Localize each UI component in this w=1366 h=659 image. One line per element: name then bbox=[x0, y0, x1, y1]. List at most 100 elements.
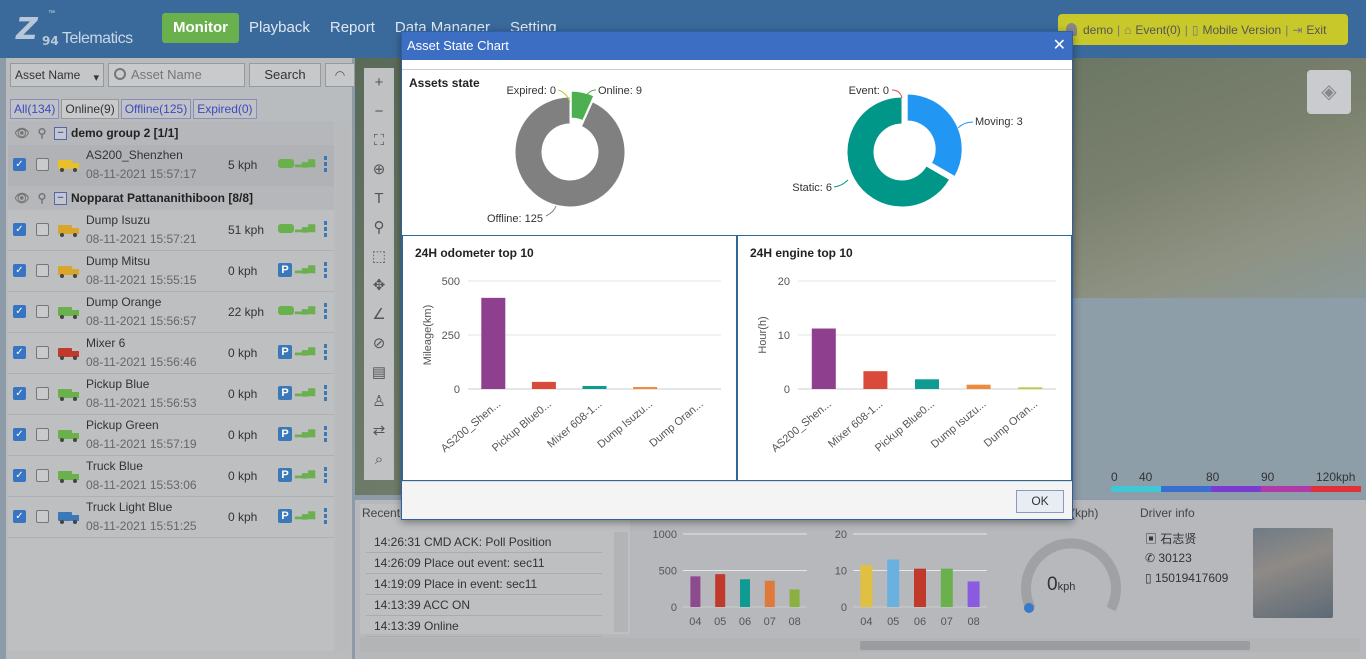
search-type-select[interactable]: Asset Name ▾ bbox=[10, 63, 104, 87]
event-link[interactable]: Event(0) bbox=[1135, 22, 1181, 37]
asset-row[interactable]: ✓ Pickup Blue 08-11-2021 15:56:53 0 kph P ▂▄▆ bbox=[8, 374, 334, 415]
pie-slice[interactable] bbox=[906, 93, 963, 178]
bar[interactable] bbox=[811, 328, 836, 389]
bar[interactable] bbox=[966, 384, 991, 389]
bar[interactable] bbox=[633, 387, 658, 389]
asset-row[interactable]: ✓ Truck Blue 08-11-2021 15:53:06 0 kph P ▂▄▆ bbox=[8, 456, 334, 497]
more-icon[interactable] bbox=[324, 344, 327, 360]
asset-secondary-checkbox[interactable] bbox=[36, 346, 49, 359]
nav-monitor[interactable]: Monitor bbox=[162, 13, 239, 43]
eye-icon[interactable]: 👁 bbox=[14, 191, 30, 205]
tab-all[interactable]: All(134) bbox=[10, 99, 60, 119]
eye-icon[interactable]: 👁 bbox=[14, 126, 30, 140]
locate-icon[interactable]: ⊕ bbox=[372, 161, 386, 178]
bar[interactable] bbox=[789, 589, 800, 607]
more-icon[interactable] bbox=[324, 385, 327, 401]
bottom-scrollbar[interactable] bbox=[360, 638, 1360, 652]
asset-checkbox[interactable]: ✓ bbox=[13, 158, 26, 171]
zoom-out-icon[interactable]: − bbox=[374, 103, 384, 120]
asset-secondary-checkbox[interactable] bbox=[36, 428, 49, 441]
more-icon[interactable] bbox=[324, 262, 327, 278]
asset-checkbox[interactable]: ✓ bbox=[13, 346, 26, 359]
measure-angle-icon[interactable]: ∠ bbox=[372, 306, 386, 323]
tab-expired[interactable]: Expired(0) bbox=[193, 99, 257, 119]
asset-secondary-checkbox[interactable] bbox=[36, 469, 49, 482]
asset-secondary-checkbox[interactable] bbox=[36, 510, 49, 523]
marker-icon[interactable]: ⚲ bbox=[373, 219, 385, 236]
bar[interactable] bbox=[481, 297, 506, 389]
fullscreen-icon[interactable]: ⛶ bbox=[373, 132, 385, 149]
asset-secondary-checkbox[interactable] bbox=[36, 387, 49, 400]
pie-slice[interactable] bbox=[570, 90, 595, 122]
asset-checkbox[interactable]: ✓ bbox=[13, 428, 26, 441]
bar[interactable] bbox=[531, 381, 556, 389]
asset-checkbox[interactable]: ✓ bbox=[13, 264, 26, 277]
user-name[interactable]: demo bbox=[1083, 22, 1114, 37]
asset-secondary-checkbox[interactable] bbox=[36, 264, 49, 277]
more-icon[interactable] bbox=[324, 426, 327, 442]
bar[interactable] bbox=[764, 580, 775, 607]
gauge-icon[interactable]: ◠ bbox=[325, 63, 355, 87]
asset-row[interactable]: ✓ Dump Isuzu 08-11-2021 15:57:21 51 kph ▂▄▆ bbox=[8, 210, 334, 251]
map-search-icon[interactable]: ⌕ bbox=[374, 451, 384, 468]
bar[interactable] bbox=[582, 385, 607, 389]
pie-slice[interactable] bbox=[846, 96, 951, 208]
asset-list-scrollbar[interactable] bbox=[336, 121, 350, 651]
asset-checkbox[interactable]: ✓ bbox=[13, 387, 26, 400]
asset-row[interactable]: ✓ Pickup Green 08-11-2021 15:57:19 0 kph P ▂▄… bbox=[8, 415, 334, 456]
more-icon[interactable] bbox=[324, 467, 327, 483]
asset-row[interactable]: ✓ Truck Light Blue 08-11-2021 15:51:25 0 kp… bbox=[8, 497, 334, 538]
bar[interactable] bbox=[915, 379, 939, 389]
asset-secondary-checkbox[interactable] bbox=[36, 223, 49, 236]
nav-report[interactable]: Report bbox=[329, 19, 375, 36]
bar[interactable] bbox=[940, 568, 953, 607]
asset-checkbox[interactable]: ✓ bbox=[13, 223, 26, 236]
collapse-icon[interactable]: − bbox=[54, 126, 67, 140]
zoom-in-icon[interactable]: + bbox=[374, 74, 384, 91]
pan-icon[interactable]: ✥ bbox=[372, 277, 386, 294]
asset-secondary-checkbox[interactable] bbox=[36, 158, 49, 171]
geofence-icon[interactable]: ▤ bbox=[371, 364, 387, 381]
asset-row[interactable]: ✓ Dump Orange 08-11-2021 15:56:57 22 kph ▂▄▆ bbox=[8, 292, 334, 333]
exit-link[interactable]: Exit bbox=[1306, 22, 1327, 37]
ok-button[interactable]: OK bbox=[1016, 490, 1064, 513]
bar[interactable] bbox=[740, 579, 750, 607]
close-icon[interactable]: ✕ bbox=[1052, 37, 1066, 54]
group-header[interactable]: 👁 ⚲ − Nopparat Pattananithiboon [8/8] bbox=[8, 186, 334, 210]
scroll-thumb[interactable] bbox=[860, 641, 1250, 650]
select-area-icon[interactable]: ⬚ bbox=[371, 248, 387, 265]
asset-checkbox[interactable]: ✓ bbox=[13, 510, 26, 523]
bar[interactable] bbox=[914, 568, 926, 607]
tab-online[interactable]: Online(9) bbox=[61, 99, 119, 119]
search-button[interactable]: Search bbox=[249, 63, 321, 87]
bar[interactable] bbox=[863, 371, 888, 389]
bar[interactable] bbox=[715, 574, 726, 607]
route-icon[interactable]: ⇄ bbox=[372, 422, 386, 439]
person-icon[interactable]: ♙ bbox=[372, 393, 386, 410]
bar[interactable] bbox=[887, 559, 900, 607]
more-icon[interactable] bbox=[324, 221, 327, 237]
more-icon[interactable] bbox=[324, 156, 327, 172]
mobile-version-link[interactable]: Mobile Version bbox=[1202, 22, 1282, 37]
bar[interactable] bbox=[690, 576, 701, 607]
nav-playback[interactable]: Playback bbox=[248, 19, 310, 36]
layers-icon[interactable]: ◈ bbox=[1307, 70, 1351, 114]
search-input[interactable]: Asset Name bbox=[108, 63, 245, 87]
bar[interactable] bbox=[860, 565, 873, 607]
text-label-icon[interactable]: T bbox=[374, 190, 384, 207]
recent-scrollbar[interactable] bbox=[614, 532, 628, 632]
bar[interactable] bbox=[967, 581, 980, 607]
asset-row[interactable]: ✓ AS200_Shenzhen 08-11-2021 15:57:17 5 kph ▂… bbox=[8, 145, 334, 186]
bar[interactable] bbox=[1018, 387, 1043, 389]
logo[interactable]: Z ™ 94 Telematics bbox=[12, 10, 133, 50]
asset-checkbox[interactable]: ✓ bbox=[13, 305, 26, 318]
person-icon[interactable]: ⚲ bbox=[37, 126, 47, 140]
group-header[interactable]: 👁 ⚲ − demo group 2 [1/1] bbox=[8, 121, 334, 145]
more-icon[interactable] bbox=[324, 508, 327, 524]
pie-slice[interactable] bbox=[514, 96, 626, 208]
person-icon[interactable]: ⚲ bbox=[37, 191, 47, 205]
ruler-icon[interactable]: ⊘ bbox=[372, 335, 386, 352]
asset-row[interactable]: ✓ Dump Mitsu 08-11-2021 15:55:15 0 kph P ▂▄▆ bbox=[8, 251, 334, 292]
asset-row[interactable]: ✓ Mixer 6 08-11-2021 15:56:46 0 kph P ▂▄▆ bbox=[8, 333, 334, 374]
collapse-icon[interactable]: − bbox=[54, 191, 67, 205]
